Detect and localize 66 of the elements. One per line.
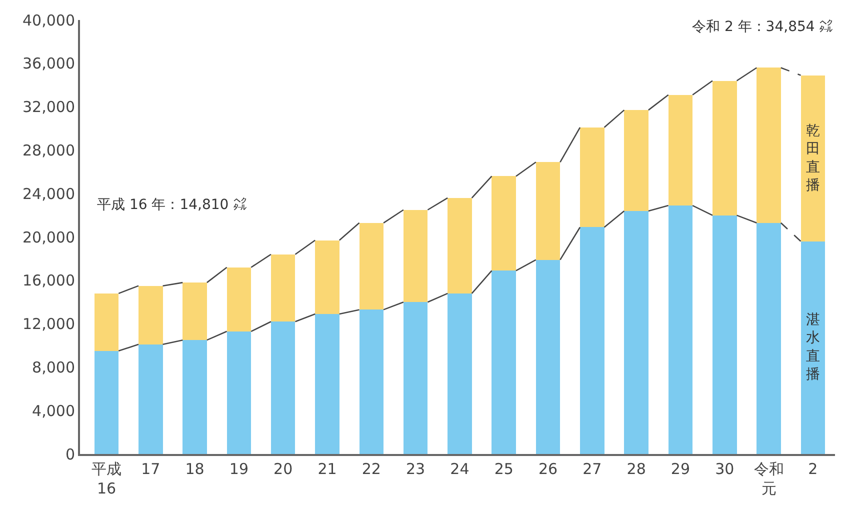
y-tick-label: 4,000 bbox=[32, 402, 75, 420]
y-tick-label: 36,000 bbox=[22, 54, 75, 73]
bar bbox=[448, 293, 472, 454]
x-tick-label: 30 bbox=[715, 460, 734, 478]
y-tick-label: 24,000 bbox=[22, 184, 75, 203]
bar bbox=[138, 344, 163, 454]
bar bbox=[270, 322, 296, 454]
y-tick-label: 8,000 bbox=[32, 358, 75, 376]
bar bbox=[315, 240, 340, 314]
bar bbox=[226, 267, 252, 332]
bar bbox=[448, 198, 472, 294]
x-tick-label: 26 bbox=[538, 460, 558, 478]
y-tick-label: 12,000 bbox=[22, 315, 75, 334]
bar bbox=[359, 222, 384, 310]
x-tick-label: 17 bbox=[141, 460, 160, 478]
series-label: 乾田直播 bbox=[806, 123, 820, 194]
x-tick-label: 平成 16 bbox=[91, 460, 122, 498]
bar bbox=[403, 210, 428, 302]
bar bbox=[226, 331, 252, 454]
bar bbox=[182, 282, 207, 340]
bar bbox=[800, 75, 826, 242]
x-tick-label: 19 bbox=[229, 460, 248, 478]
bar bbox=[756, 68, 781, 223]
bar bbox=[94, 350, 119, 454]
bar bbox=[492, 270, 516, 454]
x-tick-label: 18 bbox=[185, 460, 204, 478]
bar bbox=[403, 302, 428, 454]
x-tick-label: 令和元 bbox=[754, 460, 784, 498]
bar bbox=[712, 80, 737, 216]
x-tick-label: 28 bbox=[626, 460, 646, 478]
y-tick-label: 20,000 bbox=[22, 228, 75, 246]
annotation: 平成 16 年：14,810 ㌶ bbox=[97, 197, 248, 213]
y-tick-label: 40,000 bbox=[22, 11, 75, 30]
x-tick-label: 25 bbox=[494, 460, 514, 478]
bar bbox=[580, 227, 604, 454]
x-tick-label: 20 bbox=[274, 460, 293, 478]
bar bbox=[94, 293, 119, 351]
y-tick-label: 32,000 bbox=[22, 98, 75, 116]
bar bbox=[138, 286, 163, 344]
bar bbox=[359, 310, 384, 454]
series-label: 湛水直播 bbox=[806, 312, 820, 383]
bar bbox=[800, 241, 826, 454]
x-tick-label: 24 bbox=[450, 460, 470, 478]
bar bbox=[536, 260, 560, 454]
annotation: 令和 2 年：34,854 ㌶ bbox=[692, 19, 834, 35]
x-tick-label: 22 bbox=[362, 460, 381, 478]
x-tick-label: 29 bbox=[670, 460, 690, 478]
bar bbox=[668, 94, 693, 206]
bar bbox=[536, 162, 560, 260]
y-tick-label: 0 bbox=[65, 445, 75, 464]
y-tick-label: 16,000 bbox=[22, 272, 75, 290]
x-tick-label: 27 bbox=[582, 460, 602, 478]
y-tick-label: 28,000 bbox=[22, 141, 75, 160]
bar bbox=[624, 110, 648, 211]
bar bbox=[315, 314, 340, 454]
bar bbox=[270, 254, 296, 322]
bar bbox=[756, 222, 781, 454]
x-tick-label: 21 bbox=[318, 460, 337, 478]
bar bbox=[580, 127, 604, 228]
bar bbox=[668, 206, 693, 454]
bar bbox=[492, 176, 516, 271]
bar bbox=[624, 210, 648, 454]
x-tick-label: 23 bbox=[406, 460, 426, 478]
bar bbox=[712, 215, 737, 454]
x-tick-label: 2 bbox=[808, 460, 818, 478]
bar bbox=[182, 340, 207, 454]
